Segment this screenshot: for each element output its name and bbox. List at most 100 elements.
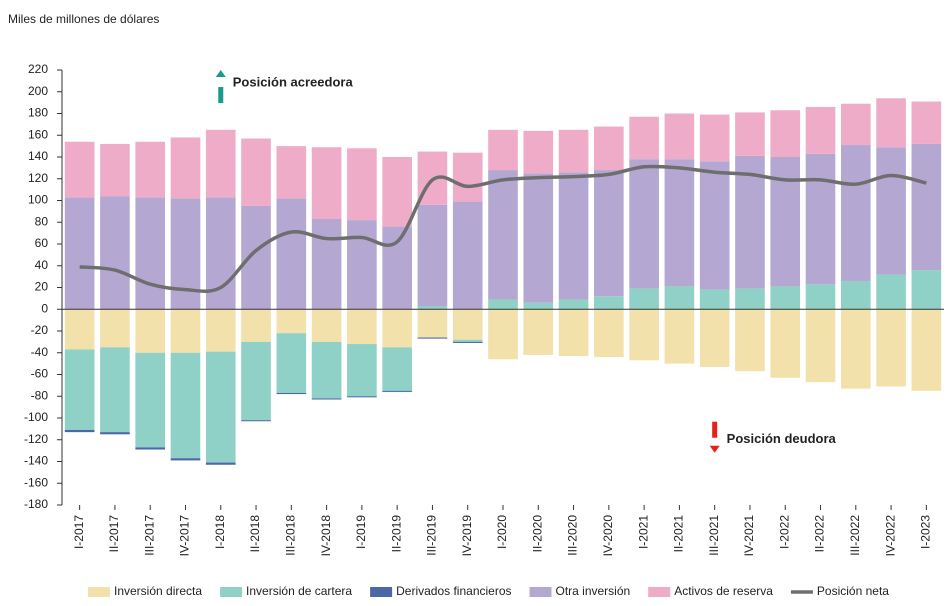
y-tick-label: 0 [41, 301, 48, 315]
y-tick-label: -140 [24, 454, 48, 468]
bar-segment [876, 274, 906, 310]
bar-segment [523, 302, 554, 310]
bar-segment [840, 103, 871, 146]
bar-segment [805, 153, 836, 285]
bar-segment [840, 280, 871, 310]
legend-swatch [220, 587, 243, 597]
bar-segment [100, 347, 130, 433]
bar-segment [735, 155, 765, 289]
bar-segment [629, 159, 659, 289]
bar-segment [347, 309, 377, 345]
bar-segment [276, 333, 307, 393]
x-tick-label: II-2022 [813, 515, 827, 553]
bar-segment [205, 462, 236, 465]
x-tick-label: I-2022 [777, 515, 791, 549]
bar-segment [558, 309, 589, 357]
y-tick-label: -160 [24, 475, 48, 489]
bar-segment [311, 341, 342, 399]
bar-segment [276, 198, 307, 310]
bar-segment [417, 337, 448, 339]
bar-segment [452, 339, 483, 342]
x-tick-label: III-2017 [142, 515, 156, 556]
bar-segment [417, 309, 448, 338]
y-tick-label: 120 [28, 171, 48, 185]
x-tick-label: III-2019 [425, 515, 439, 556]
bar-segment [770, 286, 801, 310]
bar-segment [347, 396, 377, 398]
legend-label: Posición neta [817, 584, 889, 598]
y-tick-label: 60 [35, 236, 49, 250]
bar-segment [558, 172, 589, 300]
bar-segment [629, 116, 659, 160]
bar-segment [100, 432, 130, 435]
bar-segment [311, 147, 342, 219]
x-tick-label: IV-2020 [601, 515, 615, 557]
bar-segment [64, 349, 95, 430]
bar-segment [64, 197, 95, 310]
line [79, 164, 927, 293]
bar-segment [170, 198, 201, 310]
bar-segment [699, 309, 730, 367]
bar-segment [100, 143, 130, 197]
bar-segment [805, 284, 836, 310]
bar-segment [911, 143, 942, 271]
x-tick-label: III-2018 [283, 515, 297, 556]
y-tick-label: 80 [35, 214, 49, 228]
bar-segment [205, 351, 236, 463]
x-tick-label: I-2018 [213, 515, 227, 549]
bar-segment [382, 390, 412, 392]
bar-segment [805, 309, 836, 383]
bar-segment [452, 341, 483, 343]
bar-segment [840, 309, 871, 389]
bar-segment [135, 197, 166, 310]
bar-segment [629, 288, 659, 310]
bar-segment [452, 309, 483, 340]
legend-swatch [370, 587, 393, 597]
x-tick-label: II-2018 [248, 515, 262, 553]
x-tick-label: I-2021 [636, 515, 650, 549]
bar-segment [170, 137, 201, 199]
x-tick-label: II-2017 [107, 515, 121, 553]
bar-segment [382, 309, 412, 348]
bar-segment [523, 309, 554, 355]
bar-segment [488, 170, 518, 300]
bar-segment [276, 146, 307, 199]
y-tick-label: 140 [28, 149, 48, 163]
bar-segment [241, 420, 271, 422]
bar-segment [382, 226, 412, 310]
y-tick-label: -120 [24, 432, 48, 446]
bar-segment [417, 305, 448, 310]
legend-label: Inversión de cartera [246, 584, 352, 598]
bar-segment [241, 205, 271, 310]
y-tick-label: -40 [31, 345, 49, 359]
bar-segment [135, 447, 166, 450]
bar-segment [770, 309, 801, 378]
bar-segment [241, 341, 271, 421]
x-tick-label: III-2022 [848, 515, 862, 556]
x-tick-label: IV-2019 [460, 515, 474, 557]
bar-segment [911, 309, 942, 391]
legend-swatch [88, 587, 110, 597]
legend-swatch [648, 587, 671, 597]
y-tick-label: -20 [31, 323, 49, 337]
bar-segment [523, 130, 554, 174]
bar-segment [417, 204, 448, 306]
x-tick-label: I-2017 [72, 515, 86, 549]
bar-segment [488, 129, 518, 171]
bar-segment [735, 288, 765, 310]
bar-segment [523, 173, 554, 303]
bar-segment [770, 110, 801, 157]
bar-segment [699, 114, 730, 162]
bar-segment [64, 309, 95, 350]
bar-segment [100, 309, 130, 348]
x-tick-label: IV-2022 [883, 515, 897, 557]
bar-segment [135, 352, 166, 448]
legend-swatch [529, 587, 552, 597]
bar-segment [664, 113, 695, 160]
bar-segment [311, 398, 342, 400]
bar-segment [876, 147, 906, 275]
bar-segment [558, 299, 589, 310]
y-tick-label: 220 [28, 62, 48, 76]
bar-segment [241, 138, 271, 206]
